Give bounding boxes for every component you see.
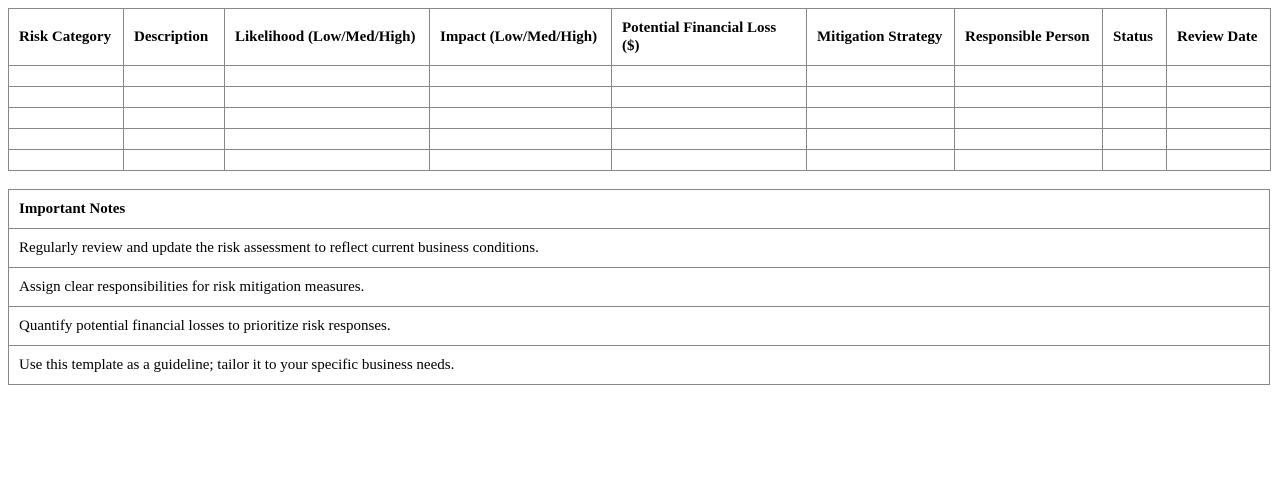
table-cell[interactable]	[123, 65, 225, 87]
table-cell[interactable]	[954, 65, 1103, 87]
table-cell[interactable]	[123, 107, 225, 129]
table-cell[interactable]	[8, 149, 124, 171]
table-cell[interactable]	[8, 86, 124, 108]
column-header: Impact (Low/Med/High)	[429, 8, 612, 66]
table-row	[8, 65, 1271, 87]
table-cell[interactable]	[1166, 149, 1271, 171]
risk-assessment-table: Risk Category Description Likelihood (Low/…	[8, 8, 1271, 171]
table-cell[interactable]	[429, 107, 612, 129]
table-cell[interactable]	[224, 107, 430, 129]
table-cell[interactable]	[806, 86, 955, 108]
table-cell[interactable]	[429, 149, 612, 171]
notes-header-row: Important Notes	[8, 189, 1270, 229]
table-cell[interactable]	[954, 86, 1103, 108]
table-cell[interactable]	[611, 86, 807, 108]
table-cell[interactable]	[611, 107, 807, 129]
table-cell[interactable]	[806, 65, 955, 87]
table-cell[interactable]	[123, 128, 225, 150]
column-header: Review Date	[1166, 8, 1271, 66]
table-cell[interactable]	[1166, 128, 1271, 150]
table-cell[interactable]	[611, 149, 807, 171]
table-cell[interactable]	[429, 65, 612, 87]
table-cell[interactable]	[224, 149, 430, 171]
column-header: Responsible Person	[954, 8, 1103, 66]
column-header: Status	[1102, 8, 1167, 66]
important-notes-table: Important Notes Regularly review and upd…	[8, 189, 1270, 385]
table-row	[8, 86, 1271, 108]
table-cell[interactable]	[1102, 128, 1167, 150]
notes-title: Important Notes	[8, 189, 1270, 229]
column-header: Potential Financial Loss ($)	[611, 8, 807, 66]
table-cell[interactable]	[123, 86, 225, 108]
table-cell[interactable]	[1102, 107, 1167, 129]
column-header: Description	[123, 8, 225, 66]
table-cell[interactable]	[806, 149, 955, 171]
table-cell[interactable]	[1102, 149, 1167, 171]
note-row: Regularly review and update the risk ass…	[8, 228, 1270, 268]
note-row: Use this template as a guideline; tailor…	[8, 345, 1270, 385]
table-cell[interactable]	[123, 149, 225, 171]
note-item: Quantify potential financial losses to p…	[8, 306, 1270, 346]
table-cell[interactable]	[954, 107, 1103, 129]
table-row	[8, 149, 1271, 171]
table-cell[interactable]	[224, 65, 430, 87]
table-cell[interactable]	[1166, 107, 1271, 129]
table-cell[interactable]	[954, 149, 1103, 171]
table-row	[8, 128, 1271, 150]
column-header: Mitigation Strategy	[806, 8, 955, 66]
table-cell[interactable]	[611, 128, 807, 150]
column-header: Likelihood (Low/Med/High)	[224, 8, 430, 66]
note-row: Assign clear responsibilities for risk m…	[8, 267, 1270, 307]
table-cell[interactable]	[8, 107, 124, 129]
note-item: Regularly review and update the risk ass…	[8, 228, 1270, 268]
table-cell[interactable]	[1102, 65, 1167, 87]
table-row	[8, 107, 1271, 129]
table-cell[interactable]	[1166, 86, 1271, 108]
table-cell[interactable]	[611, 65, 807, 87]
table-cell[interactable]	[1166, 65, 1271, 87]
table-cell[interactable]	[8, 65, 124, 87]
header-row: Risk Category Description Likelihood (Low/…	[8, 8, 1271, 66]
note-item: Use this template as a guideline; tailor…	[8, 345, 1270, 385]
note-row: Quantify potential financial losses to p…	[8, 306, 1270, 346]
column-header: Risk Category	[8, 8, 124, 66]
table-cell[interactable]	[806, 128, 955, 150]
table-cell[interactable]	[806, 107, 955, 129]
table-cell[interactable]	[224, 86, 430, 108]
table-cell[interactable]	[8, 128, 124, 150]
table-cell[interactable]	[429, 86, 612, 108]
table-cell[interactable]	[429, 128, 612, 150]
note-item: Assign clear responsibilities for risk m…	[8, 267, 1270, 307]
table-cell[interactable]	[954, 128, 1103, 150]
table-cell[interactable]	[1102, 86, 1167, 108]
table-cell[interactable]	[224, 128, 430, 150]
